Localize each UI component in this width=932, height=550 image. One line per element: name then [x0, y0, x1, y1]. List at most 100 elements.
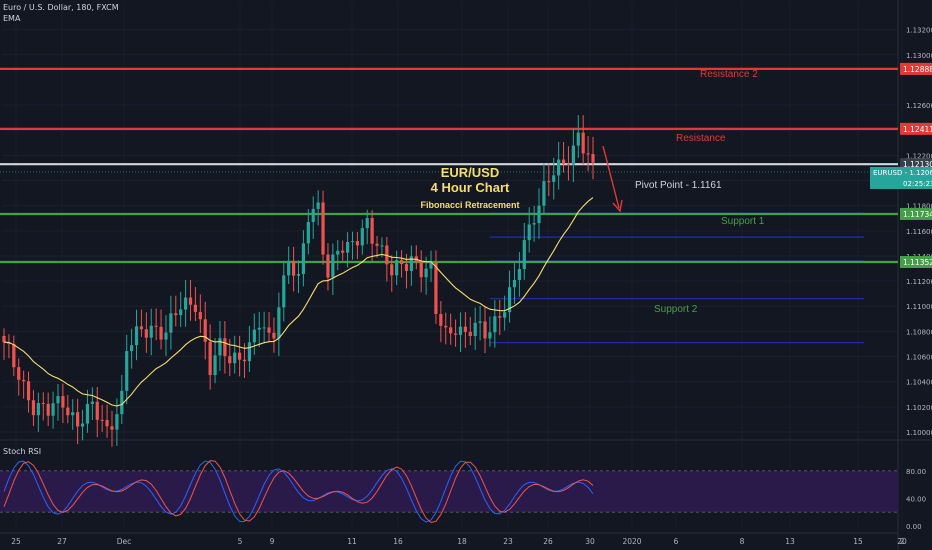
pivot-label: Pivot Point - 1.1161 [635, 180, 722, 191]
rsi-k-line [3, 460, 594, 523]
candle-body [272, 332, 276, 339]
level-tag-text: 1.12130 [903, 160, 932, 169]
candle-body [125, 351, 129, 391]
candle-body [399, 260, 404, 265]
level-tag [900, 122, 932, 135]
candle-body [26, 381, 31, 401]
candle-body [134, 326, 139, 346]
candle-body [76, 412, 80, 427]
candle-body [130, 345, 134, 352]
indicator-label: EMA [3, 14, 21, 23]
candle-body [95, 401, 99, 420]
ema-path [3, 197, 594, 407]
candle-body [169, 313, 173, 333]
candle-body [282, 275, 286, 308]
time-axis[interactable]: 25 27 Dec 5 9 11 16 18 23 26 30 2020 6 8 13 15 202 [11, 537, 907, 546]
chart-subtitle: Fibonacci Retracement [420, 200, 520, 210]
candle-body [66, 407, 70, 416]
candle-body [193, 304, 198, 312]
candle-body [512, 279, 517, 288]
candle-body [110, 426, 114, 430]
candle-body [17, 367, 21, 380]
horizontal-levels [0, 67, 898, 264]
candle-body [247, 342, 252, 362]
candle-body [395, 260, 399, 276]
candle-body [115, 414, 119, 430]
candle-body [458, 326, 463, 335]
candle-body [301, 243, 306, 275]
time-tick: 27 [57, 537, 67, 546]
time-tick: 5 [238, 537, 243, 546]
candle-body [120, 390, 124, 415]
candle-body [213, 355, 217, 376]
candle-body [360, 228, 364, 246]
candle-body [449, 327, 453, 334]
candle-body [576, 132, 580, 146]
candle-body [56, 396, 60, 404]
price-tick: 1.10600 [906, 354, 932, 362]
candle-body [409, 256, 413, 271]
candle-body [468, 331, 472, 336]
candle-body [51, 403, 55, 416]
time-tick: 6 [674, 537, 679, 546]
candle-body [31, 400, 36, 416]
time-tick: 8 [740, 537, 745, 546]
candle-body [581, 132, 585, 154]
candle-body [566, 163, 571, 165]
time-tick: 20 [897, 537, 907, 546]
candle-body [36, 403, 40, 416]
candle-body [233, 352, 237, 364]
price-tick: 1.10800 [906, 328, 932, 336]
candle-body [159, 326, 163, 340]
candle-body [267, 327, 271, 333]
level-tag-text: 1.11734 [903, 210, 932, 219]
candle-body [85, 403, 90, 424]
price-tick: 1.10000 [906, 429, 932, 437]
candle-body [90, 401, 94, 404]
candle-body [571, 145, 575, 165]
stoch-rsi-pane: 80.00 40.00 0.00 [0, 460, 926, 531]
candle-body [350, 241, 355, 243]
candle-body [61, 396, 65, 408]
candle-body [208, 341, 212, 376]
candle-body [22, 379, 26, 382]
candle-body [522, 240, 526, 270]
price-tick: 1.12600 [906, 102, 932, 110]
candle-body [184, 297, 188, 310]
candle-body [149, 325, 153, 338]
candle-body [557, 159, 561, 176]
candle-body [291, 260, 296, 276]
candle-body [552, 175, 556, 182]
candle-body [365, 218, 369, 229]
candle-body [444, 325, 448, 328]
resistance-label: Resistance [676, 133, 726, 144]
candle-body [203, 319, 207, 342]
time-tick: 30 [585, 537, 595, 546]
candle-body [473, 322, 477, 336]
level-tag [900, 62, 932, 75]
price-tick: 1.11000 [906, 303, 932, 311]
current-price-text: EURUSD - 1.12068 [873, 169, 932, 177]
candle-body [390, 264, 394, 276]
time-tick: 9 [270, 537, 275, 546]
candles [2, 115, 595, 447]
candle-body [493, 316, 497, 333]
candle-body [547, 181, 551, 183]
level-tag [900, 207, 932, 220]
candle-body [336, 250, 340, 255]
level-tag-text: 1.12411 [903, 125, 932, 134]
price-axis[interactable]: 1.132001.130001.126001.124001.122001.120… [870, 27, 932, 437]
candle-body [345, 242, 350, 253]
support1-label: Support 1 [721, 216, 765, 227]
time-tick: 18 [457, 537, 467, 546]
price-tick: 1.10200 [906, 404, 932, 412]
candle-body [321, 202, 325, 255]
rsi-band [0, 470, 898, 513]
price-tick: 1.10400 [906, 379, 932, 387]
time-tick: 11 [347, 537, 357, 546]
candle-body [71, 412, 75, 416]
candle-body [154, 325, 158, 327]
resistance2-label: Resistance 2 [700, 69, 758, 80]
candle-body [262, 327, 266, 329]
